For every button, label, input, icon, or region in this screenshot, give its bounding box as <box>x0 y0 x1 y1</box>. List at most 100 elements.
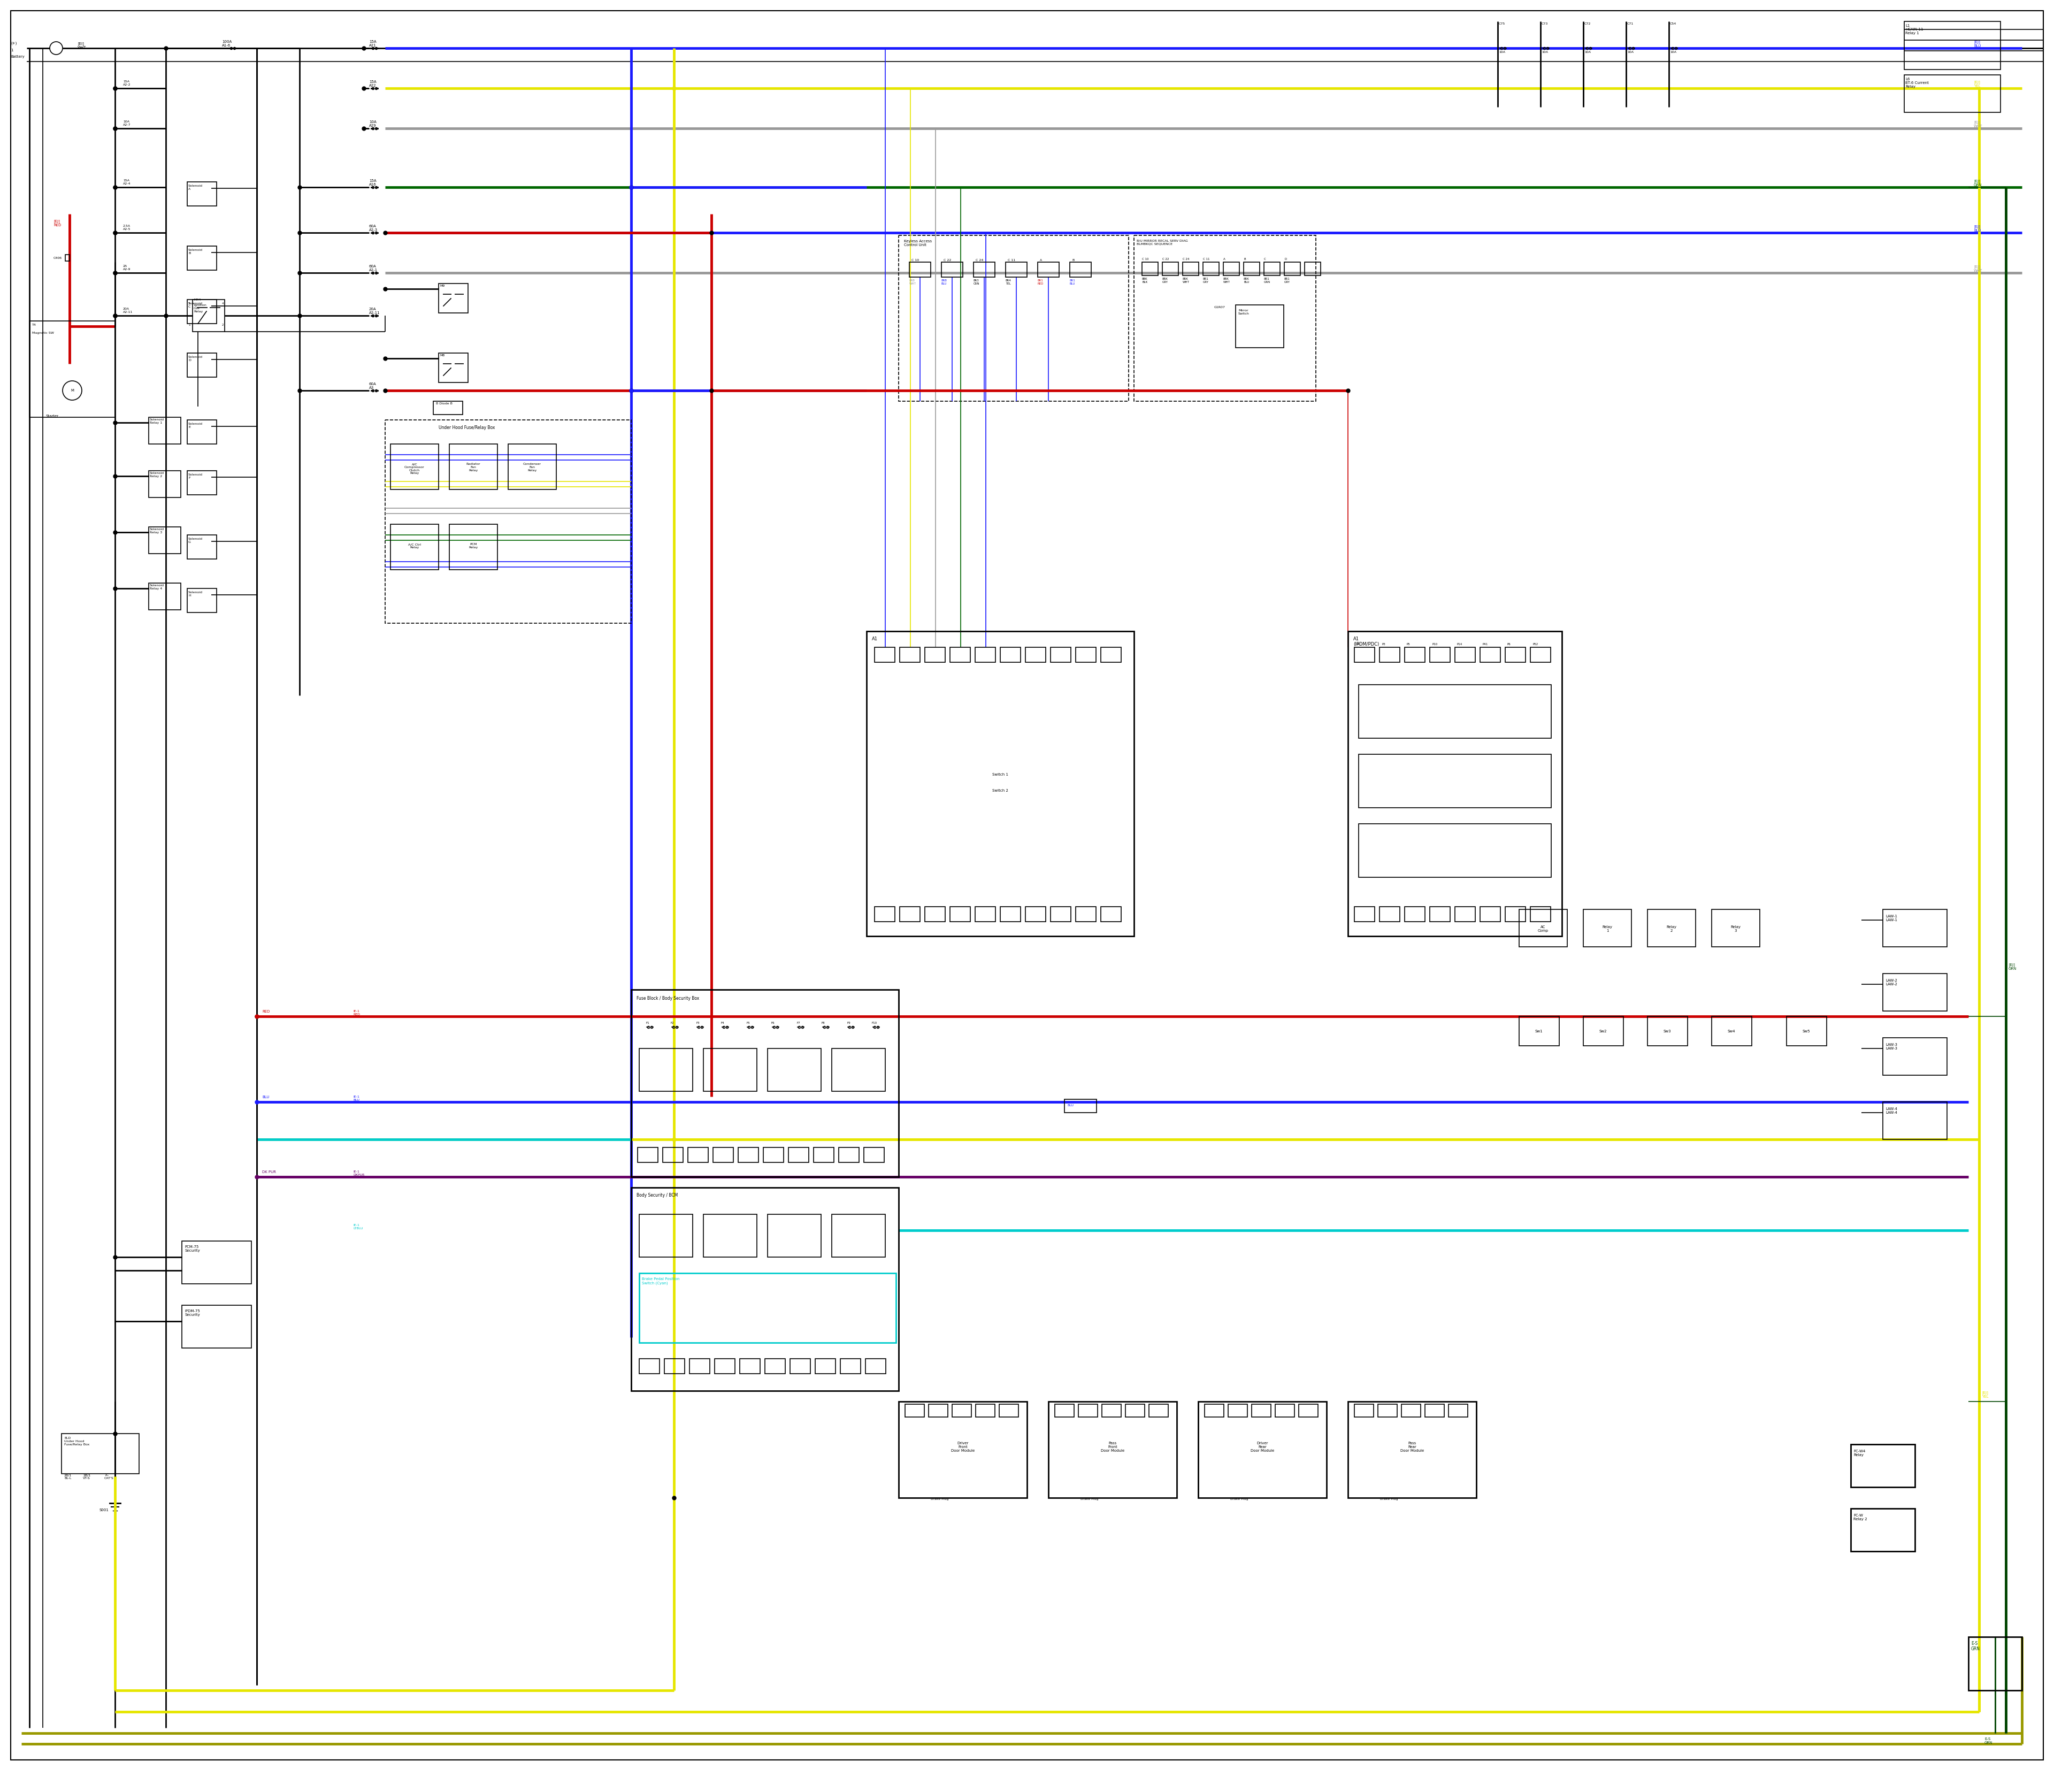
Bar <box>1025 647 1045 663</box>
Text: A/C Ctrl
Relay: A/C Ctrl Relay <box>409 543 421 548</box>
Text: LAW-2
LAW-2: LAW-2 LAW-2 <box>1886 978 1898 986</box>
Bar <box>29 321 115 418</box>
Bar <box>1048 1401 1177 1498</box>
Text: F6: F6 <box>772 1021 774 1025</box>
Bar <box>187 246 216 271</box>
Text: 2B/1
BL-L: 2B/1 BL-L <box>64 1473 72 1480</box>
Bar <box>1006 262 1027 278</box>
Bar <box>1647 1016 1688 1047</box>
Bar <box>148 471 181 498</box>
Bar <box>1405 647 1425 663</box>
Text: Pass
Rear
Door Module: Pass Rear Door Module <box>1401 1441 1423 1452</box>
Text: BLU: BLU <box>263 1095 269 1098</box>
Text: Brake Plug: Brake Plug <box>1230 1498 1249 1500</box>
Bar <box>688 1147 709 1163</box>
Bar <box>1025 907 1045 921</box>
Text: IE-1
DKPUR: IE-1 DKPUR <box>353 1170 364 1176</box>
Text: Solenoid
B: Solenoid B <box>189 249 203 254</box>
Text: 60A
A2-1: 60A A2-1 <box>370 265 378 272</box>
Bar <box>690 1358 711 1374</box>
Text: Solenoid
A: Solenoid A <box>189 185 203 190</box>
Text: IE-1
BLU: IE-1 BLU <box>353 1095 359 1102</box>
Text: C 11: C 11 <box>1009 258 1015 262</box>
Text: IPDM-75
Security: IPDM-75 Security <box>185 1310 199 1317</box>
Text: Starter: Starter <box>45 414 58 418</box>
Text: 10A: 10A <box>1543 50 1549 54</box>
Text: LAW-1
LAW-1: LAW-1 LAW-1 <box>1886 914 1898 921</box>
Bar <box>998 1405 1019 1417</box>
Bar <box>713 1147 733 1163</box>
Bar <box>639 1272 896 1342</box>
Bar <box>1050 907 1070 921</box>
Bar <box>148 582 181 609</box>
Bar <box>187 353 216 376</box>
Text: 8R1
RED: 8R1 RED <box>1037 280 1043 285</box>
Text: A: A <box>1039 258 1041 262</box>
Text: 10A
A2-7: 10A A2-7 <box>123 120 131 125</box>
Text: 8RK
BLU: 8RK BLU <box>1243 278 1249 283</box>
Bar <box>1358 754 1551 808</box>
Text: G1R07: G1R07 <box>1214 306 1226 308</box>
Text: 8RK
WHT: 8RK WHT <box>1183 278 1189 283</box>
Bar <box>1378 1405 1397 1417</box>
Bar <box>1851 1444 1914 1487</box>
Bar <box>1070 262 1091 278</box>
Text: C 10: C 10 <box>1142 258 1148 260</box>
Text: Brake Plug: Brake Plug <box>1080 1498 1099 1500</box>
Text: 8R4
TEL: 8R4 TEL <box>1006 280 1011 285</box>
Bar <box>1000 907 1021 921</box>
Text: F3: F3 <box>696 1021 700 1025</box>
Bar <box>865 1358 885 1374</box>
Text: [EI]
WHT: [EI] WHT <box>78 41 86 48</box>
Text: 8R1
GRN: 8R1 GRN <box>1263 278 1271 283</box>
Bar <box>1347 631 1561 935</box>
Bar <box>1584 1016 1623 1047</box>
Text: C54: C54 <box>1670 23 1676 25</box>
Bar <box>1263 262 1280 276</box>
Text: 60A
A3: 60A A3 <box>370 382 376 389</box>
Bar <box>1851 1509 1914 1552</box>
Bar <box>1142 262 1158 276</box>
Text: 100A
A1-6: 100A A1-6 <box>222 39 232 47</box>
Text: 10A: 10A <box>1584 50 1590 54</box>
Bar <box>148 527 181 554</box>
Text: Sw1: Sw1 <box>1534 1030 1543 1032</box>
Text: F9: F9 <box>846 1021 850 1025</box>
Bar <box>739 1358 760 1374</box>
Text: L1
HCAIN-11
Relay 1: L1 HCAIN-11 Relay 1 <box>1906 23 1923 34</box>
Bar <box>1380 647 1401 663</box>
Text: M: M <box>70 389 74 392</box>
Bar <box>949 907 969 921</box>
Bar <box>390 444 440 489</box>
Text: F5: F5 <box>746 1021 750 1025</box>
Bar <box>148 418 181 444</box>
Text: 20A
A2-11: 20A A2-11 <box>123 308 134 314</box>
Text: B Diode B: B Diode B <box>435 401 452 405</box>
Bar <box>764 1358 785 1374</box>
Bar <box>1454 907 1475 921</box>
Bar <box>639 1358 659 1374</box>
Bar <box>390 525 440 570</box>
Text: Sw5: Sw5 <box>1803 1030 1810 1032</box>
Bar <box>1405 907 1425 921</box>
Text: Brake Pedal Position
Switch (Cyan): Brake Pedal Position Switch (Cyan) <box>641 1278 680 1285</box>
Bar <box>1204 1405 1224 1417</box>
Text: E-S
GRN: E-S GRN <box>1984 1738 1992 1744</box>
Text: RED: RED <box>263 1011 269 1012</box>
Text: 60A
A2-3: 60A A2-3 <box>370 224 378 231</box>
Text: P4: P4 <box>1356 643 1360 645</box>
Text: 2B/1
VT-S: 2B/1 VT-S <box>82 1473 90 1480</box>
Text: E-S
GRN: E-S GRN <box>1972 1641 1980 1652</box>
Bar <box>949 647 969 663</box>
Bar <box>768 1215 822 1256</box>
Bar <box>450 525 497 570</box>
Text: Pass
Front
Door Module: Pass Front Door Module <box>1101 1441 1124 1452</box>
Text: Relay
2: Relay 2 <box>1666 925 1676 932</box>
Bar <box>1078 1405 1097 1417</box>
Bar <box>1126 1405 1144 1417</box>
Text: C 11: C 11 <box>1204 258 1210 260</box>
Text: C71: C71 <box>1627 23 1633 25</box>
Bar <box>639 1215 692 1256</box>
Text: P5: P5 <box>1407 643 1411 645</box>
Text: LAW-3
LAW-3: LAW-3 LAW-3 <box>1886 1043 1898 1050</box>
